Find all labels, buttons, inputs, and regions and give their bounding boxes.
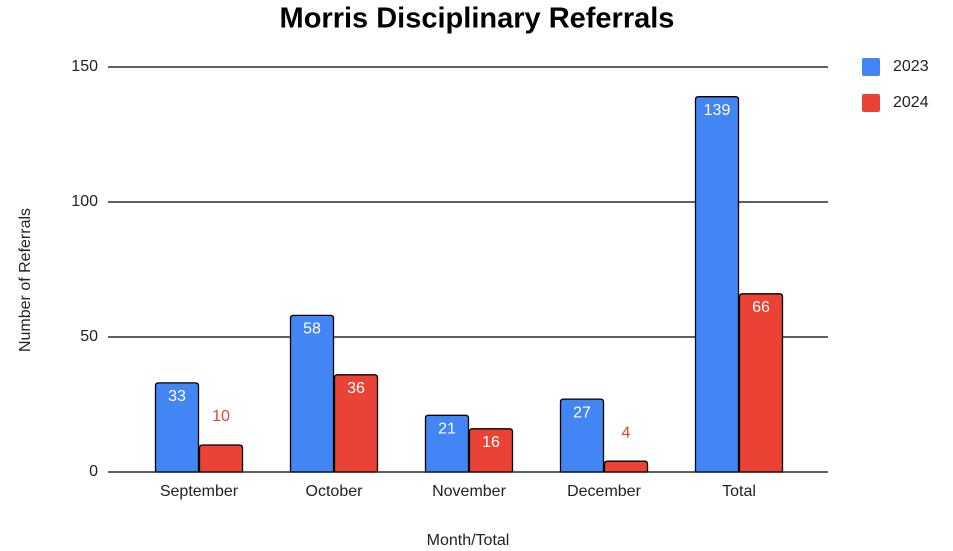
- legend-label: 2024: [893, 94, 929, 111]
- data-label: 58: [303, 321, 321, 338]
- data-label: 16: [482, 434, 500, 451]
- bar: [559, 398, 605, 473]
- bar: [198, 444, 244, 473]
- legend-swatch: [862, 94, 880, 112]
- y-tick-label: 50: [80, 328, 98, 345]
- legend-swatch: [862, 58, 880, 76]
- data-label: 36: [347, 380, 365, 397]
- bar: [154, 382, 200, 473]
- chart-title: Morris Disciplinary Referrals: [280, 3, 675, 35]
- y-tick-label: 0: [89, 463, 98, 480]
- x-tick-label: Total: [722, 483, 756, 500]
- bar: [333, 374, 379, 473]
- data-label: 33: [168, 388, 186, 405]
- data-label: 4: [622, 424, 631, 441]
- data-label: 21: [438, 421, 456, 438]
- x-tick-label: December: [567, 483, 641, 500]
- x-tick-label: September: [160, 483, 239, 500]
- x-tick-label: October: [306, 483, 364, 500]
- bar: [694, 96, 740, 473]
- bar: [424, 414, 470, 473]
- x-tick-label: November: [432, 483, 506, 500]
- y-tick-label: 100: [71, 193, 98, 210]
- bar: [289, 314, 335, 473]
- y-tick-label: 150: [71, 58, 98, 75]
- bar: [603, 460, 649, 473]
- bar: [738, 293, 784, 473]
- data-label: 27: [573, 404, 591, 421]
- bar: [468, 428, 514, 473]
- data-label: 139: [704, 102, 731, 119]
- legend-label: 2023: [893, 58, 929, 75]
- y-axis-label: Number of Referrals: [17, 208, 34, 352]
- data-label: 66: [752, 299, 770, 316]
- data-label: 10: [212, 408, 230, 425]
- x-axis-label: Month/Total: [427, 532, 510, 549]
